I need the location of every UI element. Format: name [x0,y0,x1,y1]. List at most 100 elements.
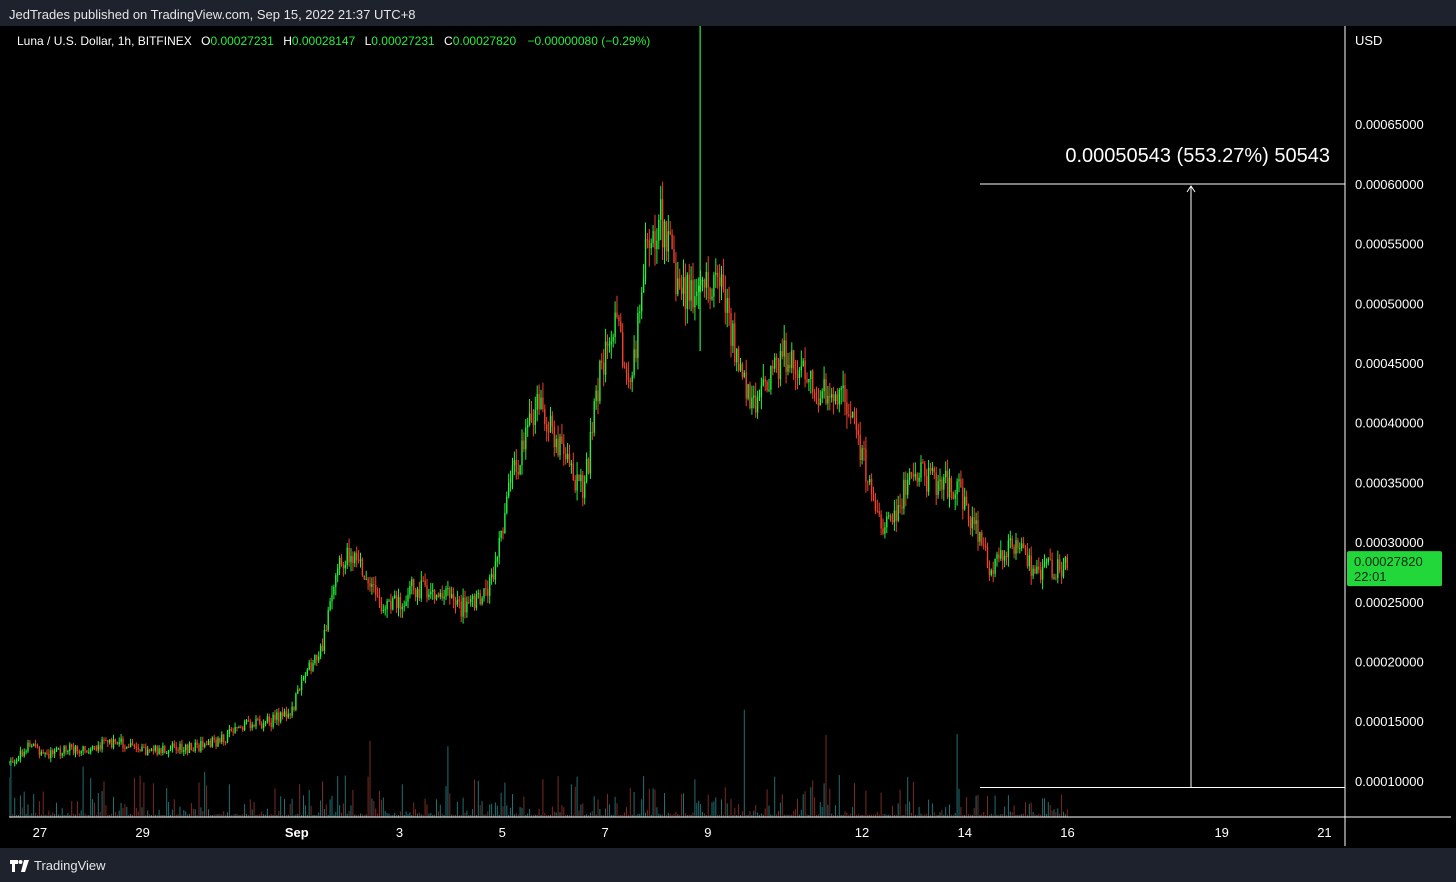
volume-bar [1042,798,1044,817]
volume-bar [80,810,82,817]
volume-bar [439,804,441,817]
price-range-measure[interactable]: 0.00050543 (553.27%) 50543 [980,145,1345,788]
volume-bar [770,814,772,817]
volume-bar [795,809,797,817]
candle-body [240,727,242,729]
volume-bar [567,814,569,817]
volume-bar [709,814,711,817]
candle-body [829,395,831,398]
volume-bar [436,799,437,817]
volume-bar [132,814,133,817]
candle-body [933,468,935,473]
candle-body [67,750,69,752]
volume-bar [215,814,217,817]
volume-bar [367,776,369,817]
volume-bar [190,803,192,817]
volume-bar [295,814,297,817]
candle-body [703,279,706,288]
volume-bar [899,789,901,817]
volume-bar [97,793,99,817]
volume-bar [443,815,445,817]
candle-body [983,544,985,546]
volume-bar [390,814,392,817]
chart-panel[interactable]: USD 0.00065000 0.00060000 0.00055000 0.0005… [8,26,1451,846]
volume-bar [968,814,969,817]
volume-bar [251,809,253,817]
volume-bar [852,807,854,817]
volume-bar [453,814,455,817]
volume-bar [624,812,626,817]
volume-bar [299,784,301,817]
volume-bar [844,811,846,817]
volume-bar [303,795,304,817]
volume-bar [160,814,162,817]
candle-body [323,630,326,651]
volume-bar [892,805,893,817]
volume-bar [198,782,200,817]
volume-bar [755,805,757,817]
volume-bar [762,814,764,817]
legend-close-label: C [444,34,453,48]
volume-bar [992,814,994,817]
candle-body [318,656,320,661]
candle-body [924,463,926,477]
volume-bar [403,814,405,817]
candle-body [965,496,968,505]
candle-body [148,749,151,751]
candle-body [375,585,377,596]
candle-body [428,594,430,598]
last-price-tag[interactable]: 0.00027820 22:01 [1347,551,1442,587]
candle-body [1017,540,1019,549]
candle-body [1066,557,1068,569]
volume-bar [1004,806,1006,817]
volume-bar [743,709,745,817]
volume-bar [506,805,508,817]
candle-body [570,463,573,466]
volume-bar [365,814,367,817]
candle-body [764,379,766,382]
volume-bar [605,808,607,817]
volume-bar [1025,802,1026,817]
volume-bar [348,810,350,817]
candle-body [454,600,457,605]
volume-bar [375,808,377,817]
candle-body [447,588,449,590]
volume-bar [306,814,308,817]
candle-body [597,390,599,402]
volume-bar [145,814,147,817]
volume-bar [209,814,211,817]
candle-body [623,366,626,368]
candle-body [967,504,970,520]
volume-bar [1051,810,1053,817]
candle-body [614,312,616,337]
time-axis-ticks[interactable]: 27 29 Sep 3 5 7 9 12 14 16 19 21 [33,825,1332,840]
candle-body [806,379,808,383]
volume-bar [253,802,255,817]
candle-body [435,594,438,600]
candle-body [36,746,39,748]
volume-bar [686,814,688,817]
candle-body [445,588,447,597]
volume-bar [760,813,762,817]
candle-body [646,239,649,241]
candle-body [154,745,156,751]
candle-body [903,479,905,509]
legend-change: −0.00000080 (−0.29%) [527,34,650,48]
candle-body [466,601,468,613]
tradingview-logo-icon[interactable] [9,857,31,873]
candle-body [916,474,918,482]
volume-bar [907,776,909,817]
volume-bar [151,814,152,817]
volume-bar [73,813,75,817]
volume-bar [886,814,888,817]
volume-bar [635,814,637,817]
candle-body [658,219,660,241]
volume-bar [130,814,132,817]
volume-bar [591,811,593,817]
price-chart[interactable]: USD 0.00065000 0.00060000 0.00055000 0.0005… [8,26,1451,846]
volume-bar [314,815,316,817]
price-axis-ticks[interactable]: 0.00065000 0.00060000 0.00055000 0.00050000… [1355,117,1424,789]
volume-bar [219,814,221,817]
volume-bar [418,812,420,817]
candle-body [775,357,778,360]
